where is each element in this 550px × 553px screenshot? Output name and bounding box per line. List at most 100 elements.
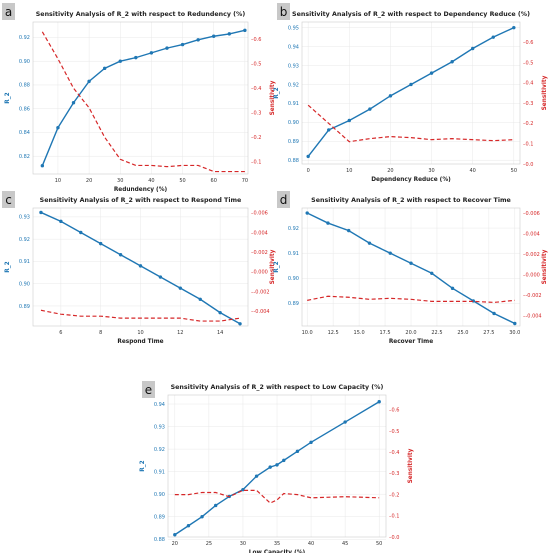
sensitivity-series-line — [307, 295, 515, 304]
r2-data-point — [450, 286, 455, 291]
panel-letter: c — [5, 193, 12, 207]
y-tick-label: 0.90 — [19, 59, 30, 65]
panel-letter: b — [280, 5, 288, 19]
r2-data-point — [513, 321, 517, 326]
x-tick-label: 10 — [137, 330, 143, 336]
y-right-tick-label: –0.006 — [523, 211, 540, 217]
y-right-tick-label: –0.1 — [523, 142, 533, 148]
y-right-tick-label: –0.5 — [251, 61, 261, 67]
r2-data-point — [118, 253, 123, 257]
r2-data-point — [409, 82, 413, 87]
y-tick-label: 0.88 — [288, 158, 299, 164]
x-tick-label: 20 — [86, 178, 92, 184]
x-tick-label: 20 — [387, 168, 393, 174]
r2-data-point — [227, 32, 232, 36]
y-tick-label: 0.89 — [19, 304, 30, 310]
y-tick-label: 0.94 — [154, 402, 165, 408]
y-right-tick-label: –0.002 — [523, 252, 540, 258]
panel-letter-box — [2, 191, 15, 208]
chart-title: Sensitivity Analysis of R_2 with respect… — [36, 11, 246, 18]
panel-letter-box — [277, 191, 290, 208]
r2-data-point — [388, 251, 392, 255]
x-tick-label: 12 — [177, 330, 183, 336]
r2-data-point — [326, 221, 330, 225]
y-right-tick-label: –0.4 — [251, 86, 261, 92]
r2-data-point — [367, 241, 372, 245]
x-axis-label: Redundency (%) — [114, 187, 168, 193]
r2-data-point — [254, 474, 259, 478]
r2-data-point — [149, 51, 154, 55]
r2-data-point — [388, 94, 393, 98]
x-tick-label: 12.5 — [328, 330, 339, 336]
r2-data-point — [79, 230, 83, 235]
chart-panel-a: a Sensitivity Analysis of R_2 with respec… — [2, 3, 276, 193]
y-right-axis-label: Sensitivity — [270, 80, 276, 115]
r2-data-point — [178, 286, 183, 290]
r2-data-point — [118, 59, 122, 63]
r2-data-point — [377, 400, 381, 404]
x-tick-label: 35 — [274, 541, 280, 547]
r2-data-point — [71, 101, 76, 105]
y-right-tick-label: –0.000 — [523, 272, 540, 278]
y-tick-label: 0.89 — [288, 301, 299, 307]
y-tick-label: 0.93 — [19, 215, 30, 221]
y-tick-label: 0.92 — [19, 35, 30, 41]
x-tick-label: 40 — [148, 178, 154, 184]
r2-data-point — [40, 163, 45, 168]
y-tick-label: 0.94 — [288, 44, 299, 50]
r2-data-point — [347, 118, 352, 123]
r2-data-point — [59, 219, 63, 224]
r2-data-point — [512, 25, 516, 30]
panel-letter-box — [277, 3, 290, 20]
chart-panel-c: c Sensitivity Analysis of R_2 with respec… — [2, 191, 276, 345]
y-tick-label: 0.89 — [154, 515, 165, 521]
y-right-tick-label: –0.000 — [251, 270, 268, 276]
y-right-tick-label: –0.4 — [523, 81, 533, 87]
y-right-tick-label: –0.1 — [251, 160, 261, 166]
y-right-tick-label: –0.2 — [523, 121, 533, 127]
y-right-axis-label: Sensitivity — [542, 249, 548, 284]
y-tick-label: 0.91 — [19, 259, 30, 265]
x-tick-label: 50 — [179, 178, 185, 184]
x-tick-label: 6 — [59, 330, 62, 336]
chart-title: Sensitivity Analysis of R_2 with respect… — [292, 11, 530, 18]
x-tick-label: 25.0 — [457, 330, 468, 336]
r2-data-point — [282, 458, 286, 463]
y-tick-label: 0.92 — [288, 82, 299, 88]
x-tick-label: 10.0 — [302, 330, 313, 336]
y-tick-label: 0.88 — [154, 537, 165, 543]
y-tick-label: 0.93 — [154, 424, 165, 430]
r2-data-point — [429, 71, 434, 75]
y-tick-label: 0.91 — [288, 101, 299, 107]
r2-data-point — [295, 449, 300, 454]
r2-data-point — [102, 66, 107, 71]
panel-letter: a — [5, 5, 12, 19]
x-tick-label: 0 — [307, 168, 310, 174]
y-right-tick-label: –0.3 — [523, 101, 533, 107]
y-right-tick-label: –0.0 — [389, 535, 399, 541]
r2-data-point — [212, 34, 216, 38]
x-tick-label: 22.5 — [431, 330, 442, 336]
x-tick-label: 27.5 — [483, 330, 494, 336]
y-right-tick-label: –-0.004 — [523, 314, 542, 320]
x-tick-label: 40 — [308, 541, 314, 547]
y-right-tick-label: –0.1 — [389, 514, 399, 520]
r2-data-point — [186, 524, 191, 528]
x-tick-label: 10 — [55, 178, 61, 184]
r2-data-point — [430, 271, 434, 275]
y-tick-label: 0.91 — [154, 469, 165, 475]
chart-title: Sensitivity Analysis of R_2 with respect… — [311, 197, 511, 204]
r2-data-point — [196, 38, 200, 42]
plot-frame — [32, 207, 249, 327]
panel-letter: e — [145, 383, 152, 397]
y-axis-label: R_2 — [274, 87, 280, 98]
r2-data-point — [275, 463, 279, 467]
plot-frame — [32, 21, 249, 175]
y-axis-label: R_2 — [5, 92, 11, 103]
x-tick-label: 30 — [117, 178, 123, 184]
x-axis-label: Low Capacity (%) — [249, 550, 306, 553]
r2-data-point — [158, 275, 163, 279]
y-right-tick-label: –0.5 — [523, 60, 533, 66]
sensitivity-series-line — [40, 309, 241, 322]
x-tick-label: 30.0 — [509, 330, 520, 336]
